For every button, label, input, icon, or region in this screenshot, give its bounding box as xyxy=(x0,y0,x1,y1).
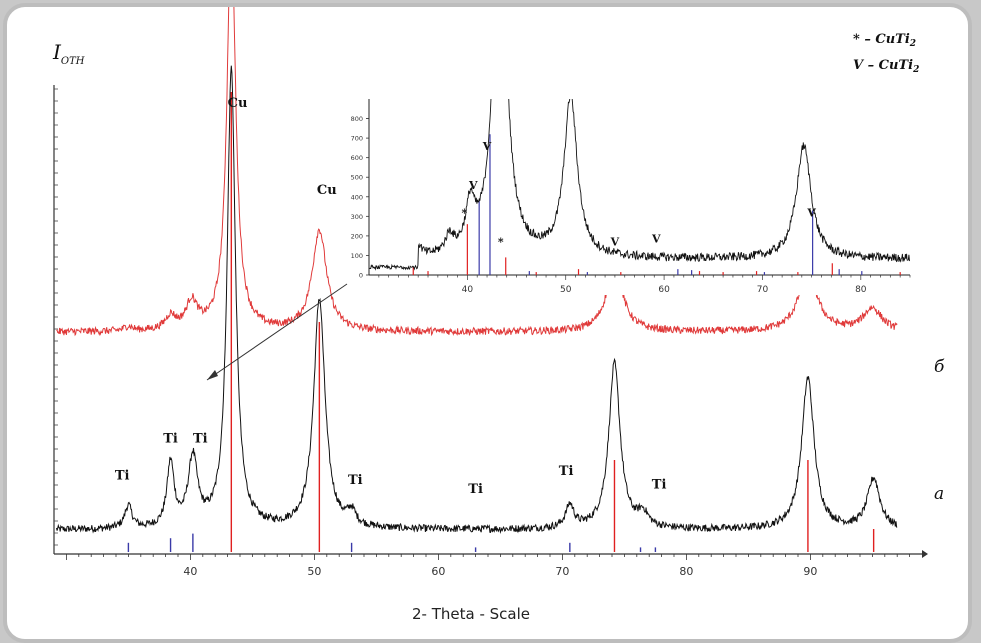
figure-frame: * – CuTi2 V – CuTi2 40 50 60 70 80 90 IOTH 2- Th… xyxy=(3,3,972,643)
x-tick-label: 60 xyxy=(431,565,445,578)
inset-peak-label: * xyxy=(462,206,468,219)
inset-peak-label: * xyxy=(498,236,504,249)
inset-background xyxy=(363,95,914,295)
inset-x-tick-label: 50 xyxy=(560,285,572,295)
inset-peak-label: V xyxy=(610,236,620,249)
peak-label: Ti xyxy=(115,468,130,483)
inset-plot-area xyxy=(369,99,910,275)
peak-label: Cu xyxy=(228,96,248,111)
inset-peak-label: V xyxy=(651,233,661,246)
legend: * – CuTi2 V – CuTi2 xyxy=(853,32,919,75)
peak-label: Ti xyxy=(652,478,667,493)
inset-x-tick-label: 80 xyxy=(855,285,867,295)
x-tick-label: 40 xyxy=(183,565,197,578)
inset-y-tick-label: 300 xyxy=(351,213,363,221)
zoom-arrow-head xyxy=(207,370,218,380)
inset-y-tick-label: 0 xyxy=(359,272,363,280)
peak-label: Ti xyxy=(348,473,363,488)
inset-peak-label: V xyxy=(482,140,492,153)
curve-label: а xyxy=(934,484,944,504)
inset-y-tick-label: 500 xyxy=(351,174,363,182)
x-axis-label: 2- Theta - Scale xyxy=(412,605,530,623)
peak-label: Ti xyxy=(163,432,178,447)
inset-x-tick-label: 40 xyxy=(462,285,474,295)
curve-label: б xyxy=(934,357,945,377)
x-tick-label: 70 xyxy=(555,565,569,578)
inset-y-tick-label: 700 xyxy=(351,135,363,143)
inset-x-tick-label: 70 xyxy=(757,285,769,295)
zoom-arrow xyxy=(206,283,348,381)
legend-entry: * – CuTi2 xyxy=(853,32,916,49)
x-tick-label: 50 xyxy=(307,565,321,578)
series-line-b xyxy=(56,7,898,337)
peak-label: Cu xyxy=(317,183,337,198)
inset-y-tick-label: 600 xyxy=(351,154,363,162)
x-tick-label: 90 xyxy=(803,565,817,578)
peak-label: Ti xyxy=(559,464,574,479)
inset-y-tick-label: 800 xyxy=(351,115,363,123)
inset-series-line xyxy=(369,99,910,271)
peak-label: Ti xyxy=(193,432,208,447)
x-tick-label: 80 xyxy=(679,565,693,578)
legend-entry: V – CuTi2 xyxy=(853,58,919,75)
inset-y-tick-label: 400 xyxy=(351,193,363,201)
inset-y-tick-label: 200 xyxy=(351,232,363,240)
inset-peak-label: V xyxy=(806,206,816,219)
x-axis-arrow xyxy=(922,550,928,558)
y-axis-label: IOTH xyxy=(52,40,85,67)
series-line-a xyxy=(56,65,898,535)
inset-plot: 0 100 200 300 400 500 600 700 800 40 50 60 70 80 * V V * V… xyxy=(351,95,914,295)
inset-peak-label: V xyxy=(468,179,478,192)
peak-label: Ti xyxy=(468,482,483,497)
inset-y-tick-label: 100 xyxy=(351,252,363,260)
inset-x-tick-label: 60 xyxy=(658,285,670,295)
